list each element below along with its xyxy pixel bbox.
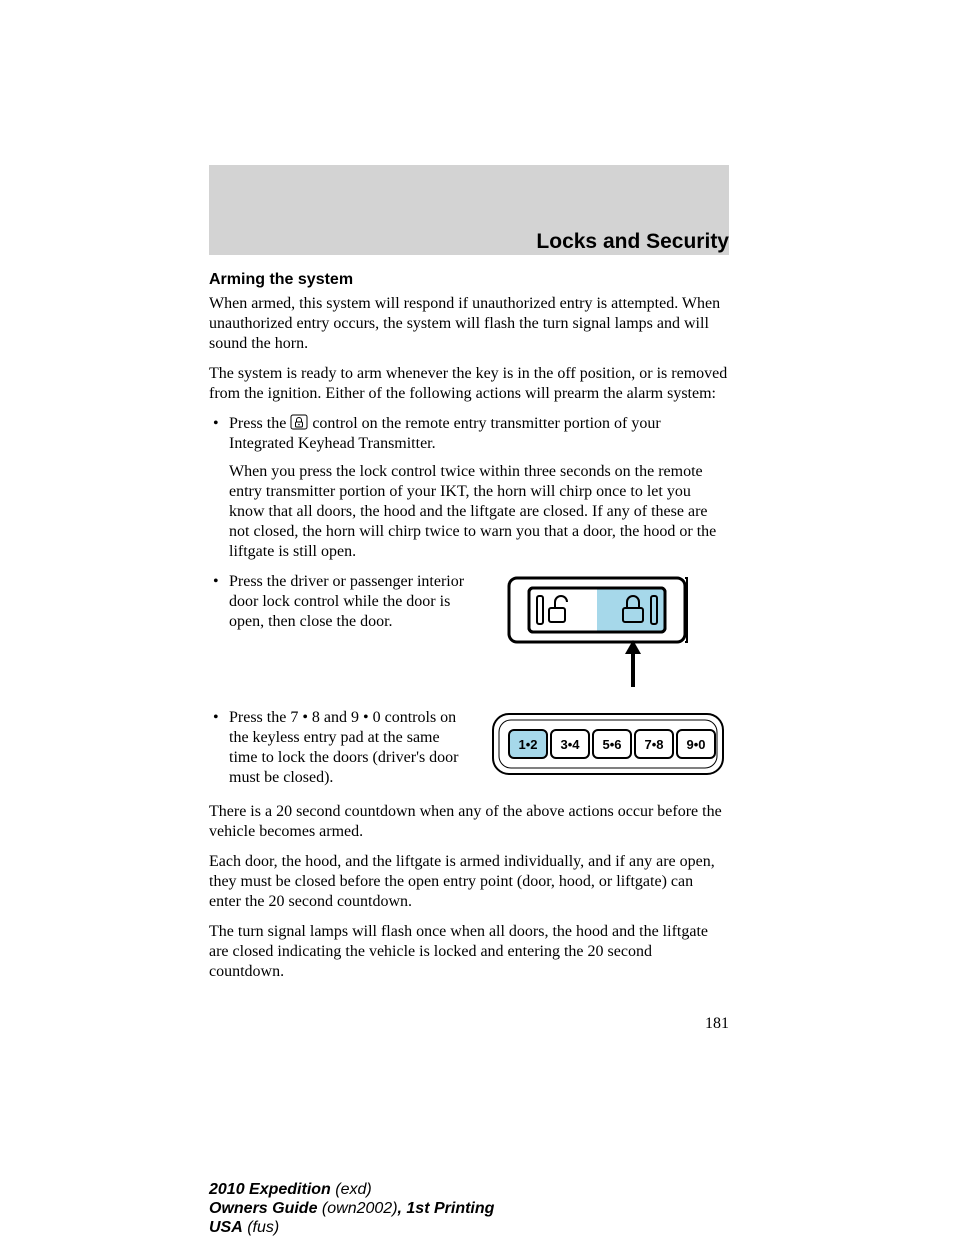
keypad-btn-2: 3•4 (560, 737, 580, 752)
paragraph-5: The turn signal lamps will flash once wh… (209, 922, 729, 982)
footer-guide: Owners Guide (209, 1200, 317, 1217)
footer-line-2: Owners Guide (own2002), 1st Printing (209, 1199, 729, 1218)
manual-page: Locks and Security Arming the system Whe… (0, 0, 954, 1235)
footer-region-code: (fus) (243, 1219, 279, 1236)
paragraph-1: When armed, this system will respond if … (209, 294, 729, 354)
footer-model: 2010 Expedition (209, 1181, 331, 1198)
lock-icon (290, 414, 308, 430)
keypad-btn-1: 1•2 (518, 737, 537, 752)
footer-model-code: (exd) (331, 1181, 372, 1198)
footer-line-1: 2010 Expedition (exd) (209, 1180, 729, 1199)
footer-guide-code: (own2002) (317, 1200, 397, 1217)
bullet-1-pre: Press the (229, 415, 290, 432)
bullet-2-text: Press the driver or passenger interior d… (229, 572, 489, 632)
bullet-2: Press the driver or passenger interior d… (209, 572, 729, 698)
paragraph-2: The system is ready to arm whenever the … (209, 364, 729, 404)
page-number: 181 (705, 1015, 729, 1033)
paragraph-3: There is a 20 second countdown when any … (209, 802, 729, 842)
body-content: Arming the system When armed, this syste… (209, 270, 729, 992)
bullet-list: Press the control on the remote entry tr… (209, 414, 729, 792)
section-title: Locks and Security (536, 230, 729, 254)
subheading-arming: Arming the system (209, 270, 729, 290)
footer-region: USA (209, 1219, 243, 1236)
lock-switch-figure (507, 572, 729, 698)
bullet-1: Press the control on the remote entry tr… (209, 414, 729, 562)
bullet-3: Press the 7 • 8 and 9 • 0 controls on th… (209, 708, 729, 792)
bullet-3-text: Press the 7 • 8 and 9 • 0 controls on th… (229, 708, 471, 788)
paragraph-4: Each door, the hood, and the liftgate is… (209, 852, 729, 912)
footer-printing: , 1st Printing (398, 1200, 495, 1217)
footer: 2010 Expedition (exd) Owners Guide (own2… (209, 1180, 729, 1238)
keypad-btn-5: 9•0 (686, 737, 705, 752)
bullet-1-subpara: When you press the lock control twice wi… (229, 462, 729, 562)
keypad-btn-4: 7•8 (644, 737, 663, 752)
keypad-figure: 1•2 3•4 5•6 7•8 9•0 (489, 708, 729, 792)
keypad-btn-3: 5•6 (602, 737, 621, 752)
